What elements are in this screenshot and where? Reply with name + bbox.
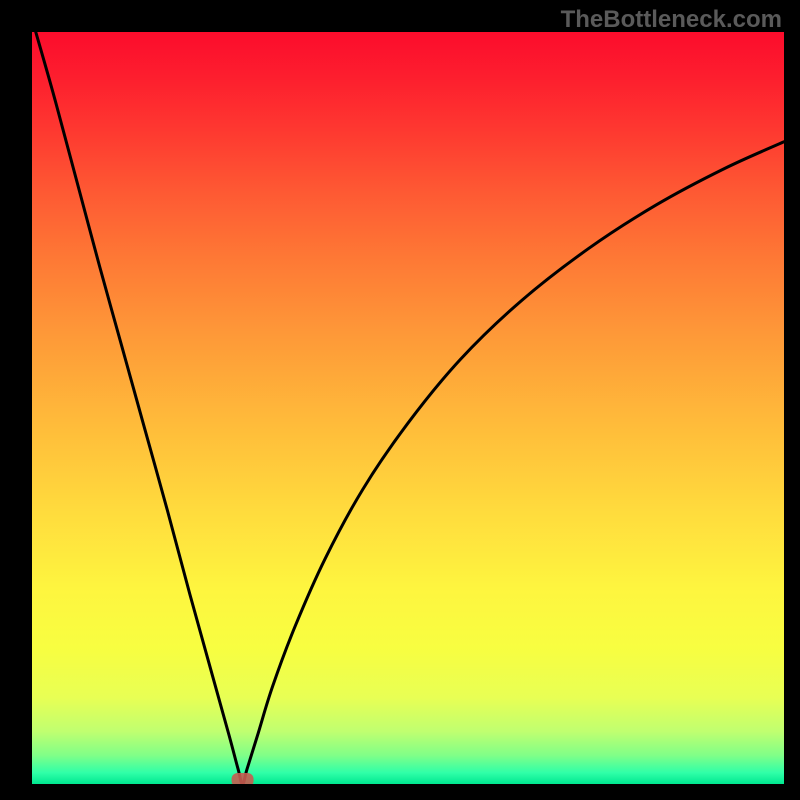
gradient-background [32, 32, 784, 784]
bottleneck-chart [32, 32, 784, 784]
watermark-text: TheBottleneck.com [561, 6, 782, 34]
minimum-marker [232, 773, 254, 784]
